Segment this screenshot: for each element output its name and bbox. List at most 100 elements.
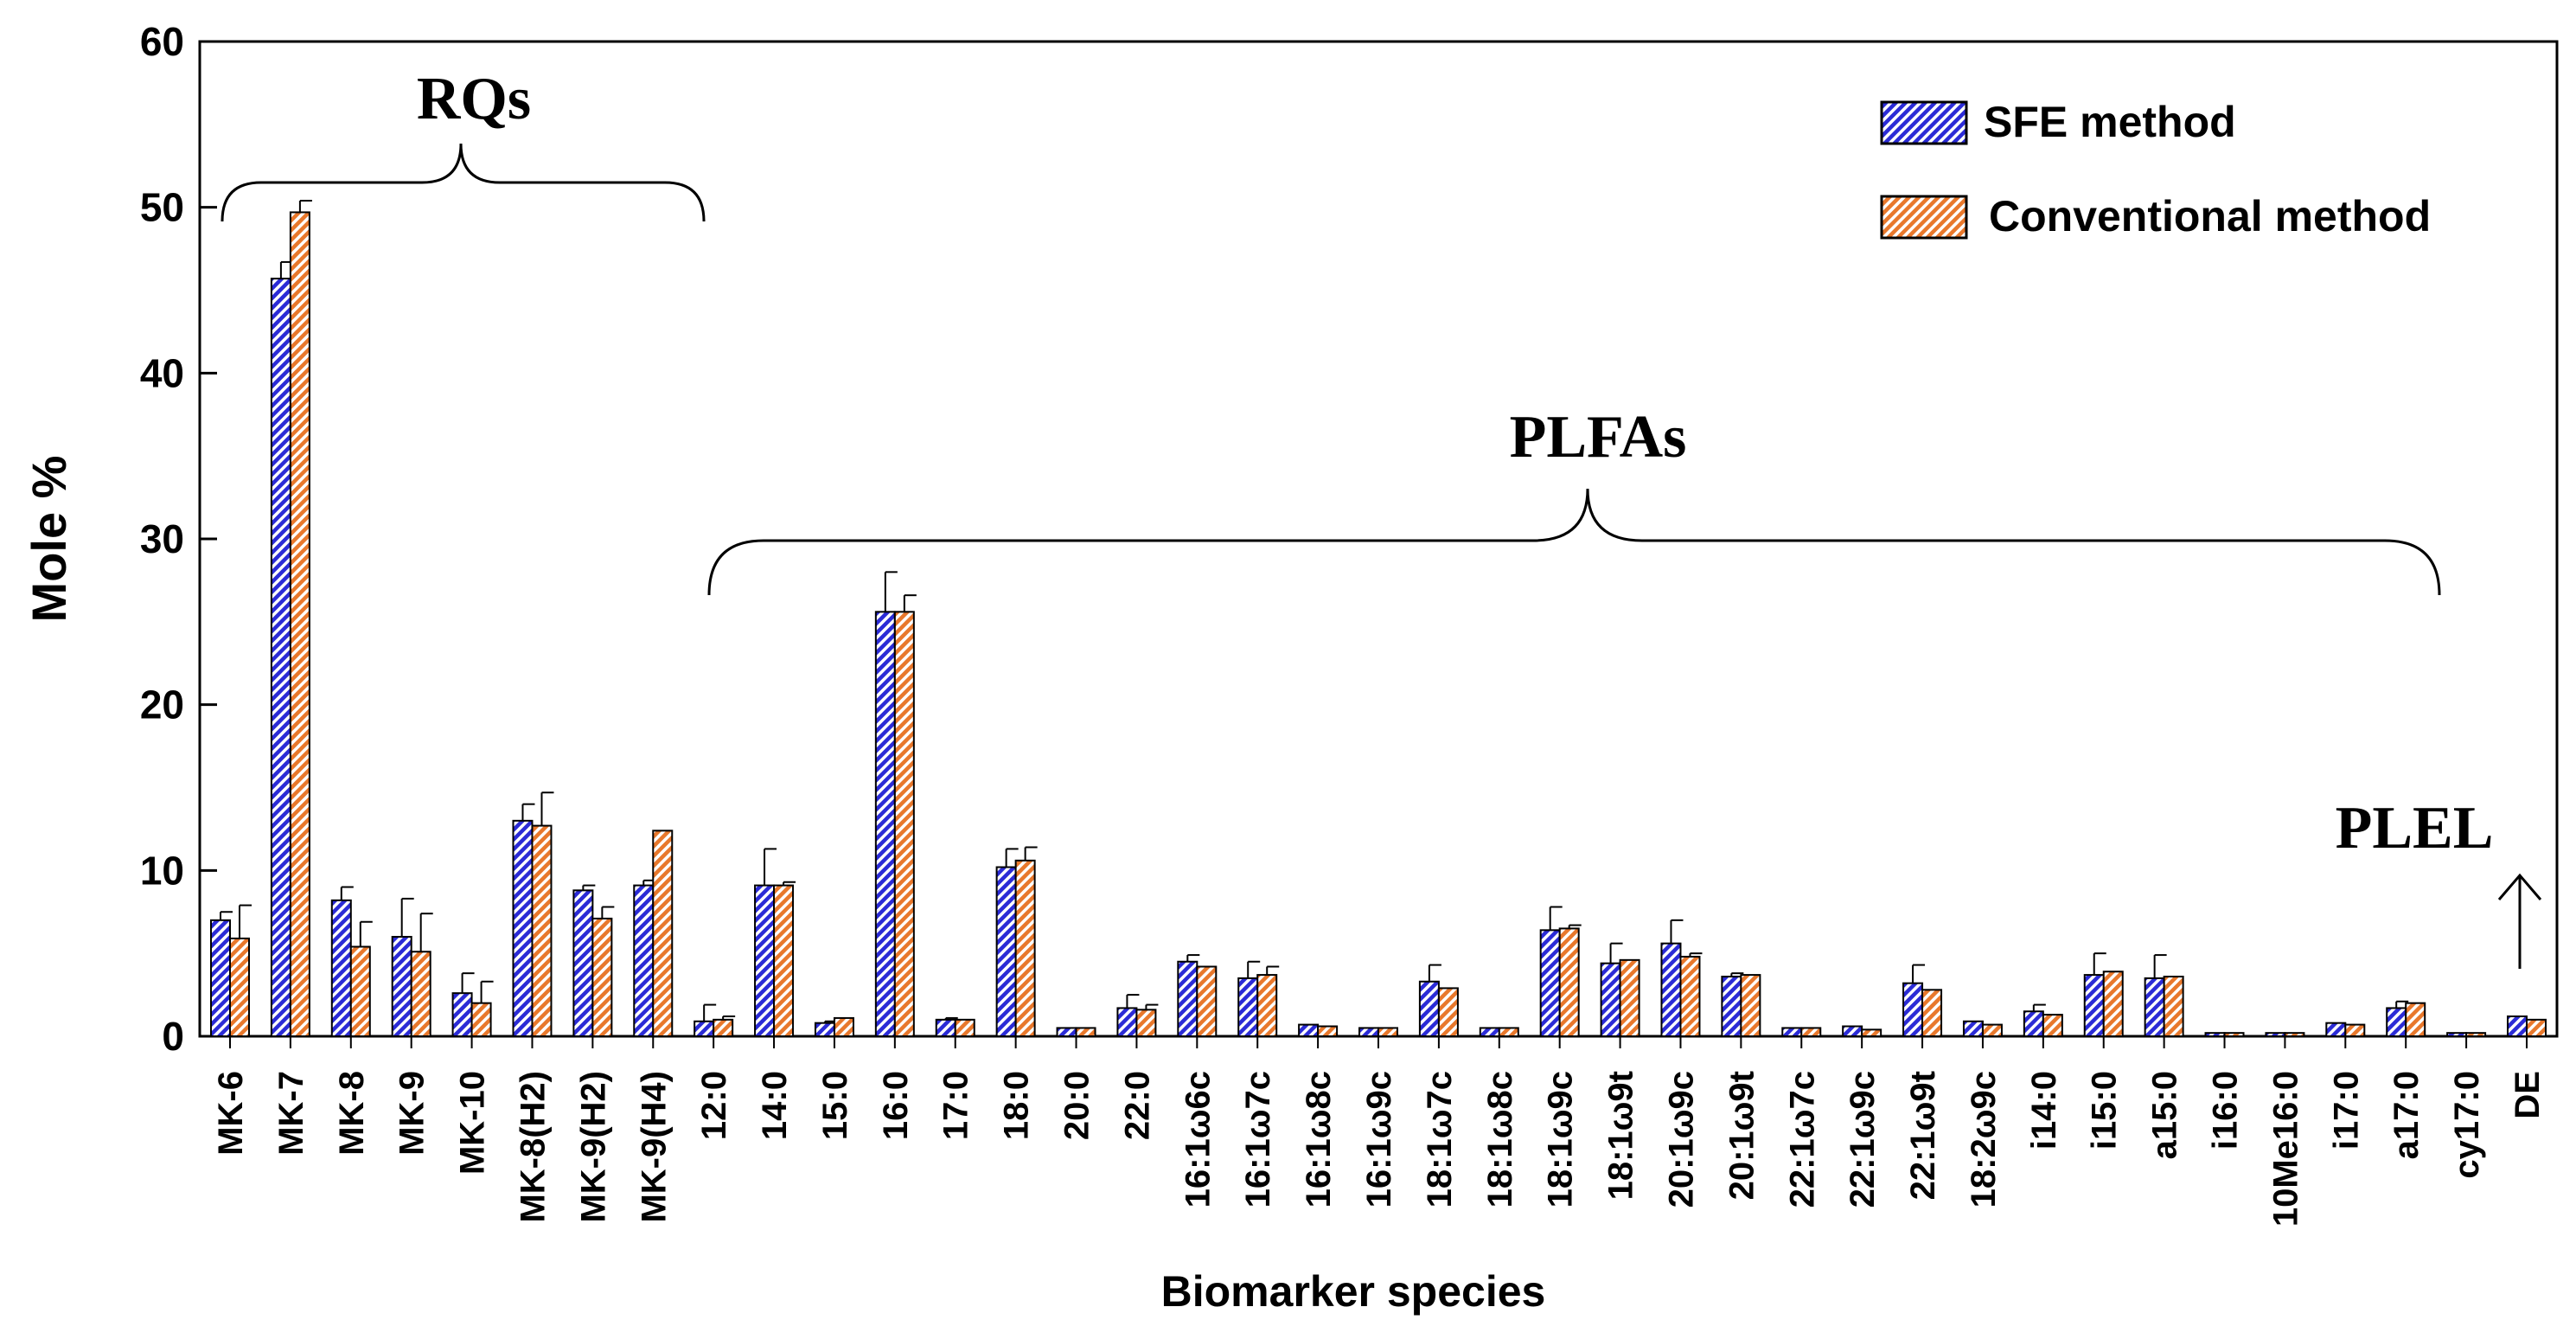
- legend-label-conventional: Conventional method: [1989, 192, 2431, 240]
- bar-sfe-22: [1539, 929, 1561, 1038]
- x-tick-label: 22:0: [1118, 1071, 1156, 1140]
- x-tick-label: MK-9: [393, 1071, 431, 1156]
- bar-sfe-31: [2083, 974, 2105, 1038]
- bar-sfe-37: [2446, 1032, 2468, 1037]
- x-tick-label: 16:1ω9c: [1360, 1071, 1398, 1208]
- bar-sfe-35: [2325, 1022, 2347, 1037]
- bar-sfe-28: [1902, 982, 1924, 1037]
- x-tick-label: 16:1ω6c: [1179, 1071, 1217, 1208]
- y-tick-label: 10: [140, 848, 184, 893]
- bar-conventional-38: [2526, 1018, 2547, 1038]
- bar-sfe-25: [1721, 976, 1742, 1037]
- bar-sfe-9: [754, 884, 776, 1037]
- legend-swatch-sfe: [1880, 100, 1968, 145]
- bar-conventional-23: [1619, 958, 1640, 1038]
- bar-conventional-16: [1196, 965, 1218, 1037]
- x-tick-label: 14:0: [756, 1071, 794, 1140]
- bar-sfe-32: [2144, 977, 2165, 1037]
- bar-conventional-5: [531, 824, 553, 1037]
- y-tick-label: 40: [140, 350, 184, 395]
- x-tick-label: 15:0: [816, 1071, 854, 1140]
- x-tick-label: a15:0: [2146, 1071, 2184, 1159]
- x-tick-label: a17:0: [2387, 1071, 2426, 1159]
- bar-conventional-18: [1317, 1025, 1339, 1037]
- x-tick-label: 10Me16:0: [2266, 1071, 2304, 1227]
- bar-conventional-8: [713, 1018, 734, 1038]
- plot-frame: [198, 40, 2559, 1038]
- bar-sfe-23: [1600, 962, 1621, 1037]
- bar-conventional-9: [773, 884, 795, 1037]
- bar-sfe-29: [1962, 1020, 1984, 1037]
- bar-sfe-34: [2265, 1032, 2286, 1037]
- x-tick-label: 17:0: [937, 1071, 975, 1140]
- bars: [210, 200, 2547, 1038]
- bar-conventional-30: [2042, 1014, 2063, 1038]
- x-tick-label: DE: [2509, 1071, 2547, 1119]
- y-tick-label: 50: [140, 185, 184, 230]
- x-tick-label: i14:0: [2025, 1071, 2063, 1150]
- bar-sfe-7: [633, 884, 655, 1037]
- x-tick-label: 22:1ω9c: [1844, 1071, 1882, 1208]
- bar-conventional-36: [2405, 1002, 2426, 1037]
- bar-conventional-29: [1981, 1023, 2003, 1038]
- x-tick-label: 18:0: [998, 1071, 1036, 1140]
- bar-sfe-6: [572, 889, 594, 1038]
- bar-conventional-0: [229, 937, 250, 1037]
- bar-conventional-12: [954, 1018, 975, 1038]
- x-tick-label: 16:0: [877, 1071, 915, 1140]
- x-axis-title: Biomarker species: [1161, 1267, 1546, 1316]
- group-label-plfas: PLFAs: [1510, 404, 1687, 471]
- bar-sfe-38: [2507, 1015, 2528, 1037]
- bar-conventional-15: [1135, 1009, 1157, 1038]
- bar-conventional-22: [1558, 927, 1580, 1037]
- bar-conventional-32: [2163, 976, 2184, 1037]
- bar-sfe-33: [2204, 1032, 2226, 1037]
- bar-conventional-17: [1256, 974, 1278, 1038]
- x-tick-label: cy17:0: [2448, 1071, 2486, 1179]
- bar-sfe-13: [995, 866, 1017, 1037]
- bar-conventional-31: [2102, 971, 2124, 1037]
- x-tick-label: i16:0: [2207, 1071, 2245, 1150]
- x-tick-label: 18:1ω9c: [1542, 1071, 1580, 1208]
- x-tick-label: 20:1ω9t: [1723, 1071, 1761, 1200]
- bar-conventional-25: [1740, 974, 1761, 1038]
- bar-sfe-36: [2386, 1007, 2407, 1037]
- bar-sfe-12: [935, 1018, 956, 1038]
- bar-sfe-24: [1660, 942, 1682, 1037]
- bar-sfe-21: [1479, 1027, 1500, 1037]
- group-label-rqs: RQs: [417, 66, 531, 132]
- y-axis: 0 10 20 30 40 50 60: [140, 19, 217, 1059]
- x-tick-label: 20:1ω9c: [1662, 1071, 1700, 1208]
- x-tick-label: MK-6: [212, 1071, 250, 1156]
- bar-conventional-37: [2465, 1032, 2487, 1037]
- bar-conventional-4: [470, 1002, 492, 1037]
- bar-sfe-5: [512, 819, 534, 1037]
- x-tick-label: 20:0: [1058, 1071, 1096, 1140]
- x-tick-label: 16:1ω7c: [1239, 1071, 1277, 1208]
- x-tick-label: 18:1ω9t: [1602, 1071, 1640, 1200]
- legend-label-sfe: SFE method: [1984, 98, 2236, 146]
- bar-conventional-10: [833, 1016, 854, 1037]
- plel-arrow: [2497, 873, 2542, 969]
- rqs-brace: [221, 143, 706, 222]
- bar-sfe-19: [1358, 1027, 1379, 1037]
- bar-conventional-3: [410, 951, 431, 1037]
- bar-conventional-7: [652, 830, 674, 1037]
- bar-conventional-35: [2344, 1023, 2366, 1038]
- bar-conventional-14: [1075, 1027, 1096, 1037]
- bar-conventional-24: [1679, 956, 1701, 1037]
- x-tick-label: 16:1ω8c: [1300, 1071, 1338, 1208]
- bar-conventional-27: [1861, 1028, 1882, 1038]
- bar-conventional-34: [2284, 1032, 2305, 1037]
- bar-sfe-1: [270, 278, 291, 1038]
- x-tick-label: 12:0: [695, 1071, 733, 1140]
- bar-sfe-30: [2023, 1010, 2044, 1037]
- bar-sfe-3: [391, 936, 412, 1037]
- bar-sfe-14: [1056, 1027, 1077, 1037]
- bar-conventional-6: [591, 917, 613, 1037]
- x-tick-label: 18:1ω8c: [1481, 1071, 1519, 1208]
- legend: SFE method Conventional method: [1880, 98, 2431, 240]
- y-tick-label: 20: [140, 682, 184, 727]
- bar-conventional-20: [1437, 987, 1459, 1037]
